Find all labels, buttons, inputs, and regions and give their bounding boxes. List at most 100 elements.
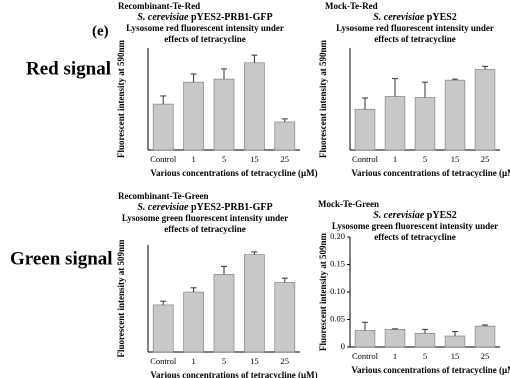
bar (274, 121, 296, 151)
x-tick-label: Control (352, 351, 379, 361)
x-tick-label: 15 (451, 351, 460, 361)
chart-label: Mock-Te-Green (318, 199, 379, 209)
y-axis-label: Fluorescent intensity at 590nm (116, 39, 126, 158)
strain-species: S. cerevisiae (137, 202, 189, 213)
bar (244, 254, 265, 353)
bar (183, 291, 204, 353)
x-tick-label: Control (150, 356, 177, 366)
error-bar (452, 331, 458, 336)
chart-title: effects of tetracycline (374, 232, 455, 242)
error-bar (281, 118, 288, 122)
bar (152, 304, 174, 353)
bar (444, 79, 466, 151)
x-tick-label: 5 (423, 351, 427, 361)
strain-plasmid: pYES2 (427, 210, 457, 221)
error-bar (422, 328, 428, 334)
error-bar (251, 251, 258, 255)
error-bar (452, 78, 458, 81)
x-tick-label: 15 (250, 154, 259, 164)
x-tick-label: 25 (281, 356, 290, 366)
error-bar (190, 287, 197, 293)
bar (213, 274, 235, 353)
panel-label: (e) (92, 23, 109, 39)
error-bar (190, 73, 197, 83)
y-axis-label: Fluorescent intensity at 509nm (318, 232, 328, 351)
strain-species: S. cerevisiae (137, 12, 189, 23)
row-label: Green signal (10, 248, 113, 269)
x-tick-label: 5 (222, 356, 226, 366)
chart-label: Recombinant-Te-Red (118, 1, 200, 11)
x-axis-label: Various concentrations of tetracycline (… (351, 365, 510, 375)
x-tick-label: 15 (451, 154, 460, 164)
chart-title: effects of tetracycline (164, 34, 245, 44)
error-bar (221, 68, 227, 80)
chart-title: Lysosome green fluorescent intensity und… (122, 213, 288, 223)
bar (474, 325, 496, 348)
x-tick-label: 1 (191, 356, 195, 366)
x-tick-label: 1 (393, 351, 397, 361)
chart-label: Recombinant-Te-Green (118, 191, 209, 201)
bar (414, 332, 436, 348)
bar (183, 81, 204, 151)
y-tick-label: 0.15 (330, 258, 345, 268)
x-tick-label: Control (150, 154, 177, 164)
chart-title: Lysosome green fluorescent intensity und… (332, 221, 498, 231)
strain-species: S. cerevisiae (373, 210, 425, 221)
chart-title: Lysosome red fluorescent intensity under (336, 23, 494, 33)
bar (213, 78, 235, 151)
bar (384, 96, 406, 151)
x-tick-label: 25 (481, 154, 490, 164)
y-tick-label: 0.20 (330, 231, 345, 241)
error-bar (221, 265, 227, 275)
bar (274, 282, 296, 353)
bar (354, 108, 376, 151)
x-tick-label: Control (352, 154, 379, 164)
y-axis-label: Fluorescent intensity at 590nm (318, 39, 328, 158)
x-tick-label: 15 (250, 356, 259, 366)
x-tick-label: 1 (393, 154, 397, 164)
error-bar (362, 321, 368, 331)
y-tick-label: 0.05 (330, 313, 345, 323)
error-bar (362, 97, 368, 110)
strain-species: S. cerevisiae (373, 12, 425, 23)
error-bar (160, 300, 167, 305)
x-tick-label: 5 (222, 154, 226, 164)
bar (444, 335, 466, 348)
bar (474, 69, 496, 151)
strain: S. cerevisiae pYES2 (373, 210, 457, 221)
error-bar (281, 277, 288, 283)
x-axis-label: Various concentrations of tetracycline (… (351, 168, 510, 178)
bar (244, 62, 265, 151)
x-tick-label: 25 (281, 154, 290, 164)
y-axis-label: Fluorescent intensity at 509nm (116, 239, 126, 358)
x-tick-label: 1 (191, 154, 195, 164)
strain: S. cerevisiae pYES2-PRB1-GFP (137, 12, 272, 23)
error-bar (422, 81, 428, 98)
chart-title: effects of tetracycline (164, 224, 245, 234)
y-tick-label: 0 (341, 341, 345, 351)
strain: S. cerevisiae pYES2 (373, 12, 457, 23)
x-tick-label: 25 (481, 351, 490, 361)
bar (354, 330, 376, 348)
error-bar (392, 328, 398, 330)
error-bar (482, 65, 488, 70)
chart-title: Lysosome red fluorescent intensity under (126, 23, 284, 33)
bar (384, 329, 406, 348)
row-label: Red signal (26, 58, 111, 79)
bar (414, 97, 436, 151)
error-bar (251, 54, 258, 63)
bar (152, 103, 174, 151)
strain-plasmid: pYES2-PRB1-GFP (191, 12, 273, 23)
error-bar (392, 78, 398, 97)
y-tick-label: 0.10 (330, 286, 345, 296)
x-tick-label: 5 (423, 154, 427, 164)
x-axis-label: Various concentrations of tetracycline (… (150, 370, 317, 378)
error-bar (482, 324, 488, 327)
strain-plasmid: pYES2-PRB1-GFP (191, 202, 273, 213)
strain-plasmid: pYES2 (427, 12, 457, 23)
strain: S. cerevisiae pYES2-PRB1-GFP (137, 202, 272, 213)
error-bar (160, 95, 167, 105)
chart-title: effects of tetracycline (374, 34, 455, 44)
x-axis-label: Various concentrations of tetracycline (… (150, 168, 317, 178)
